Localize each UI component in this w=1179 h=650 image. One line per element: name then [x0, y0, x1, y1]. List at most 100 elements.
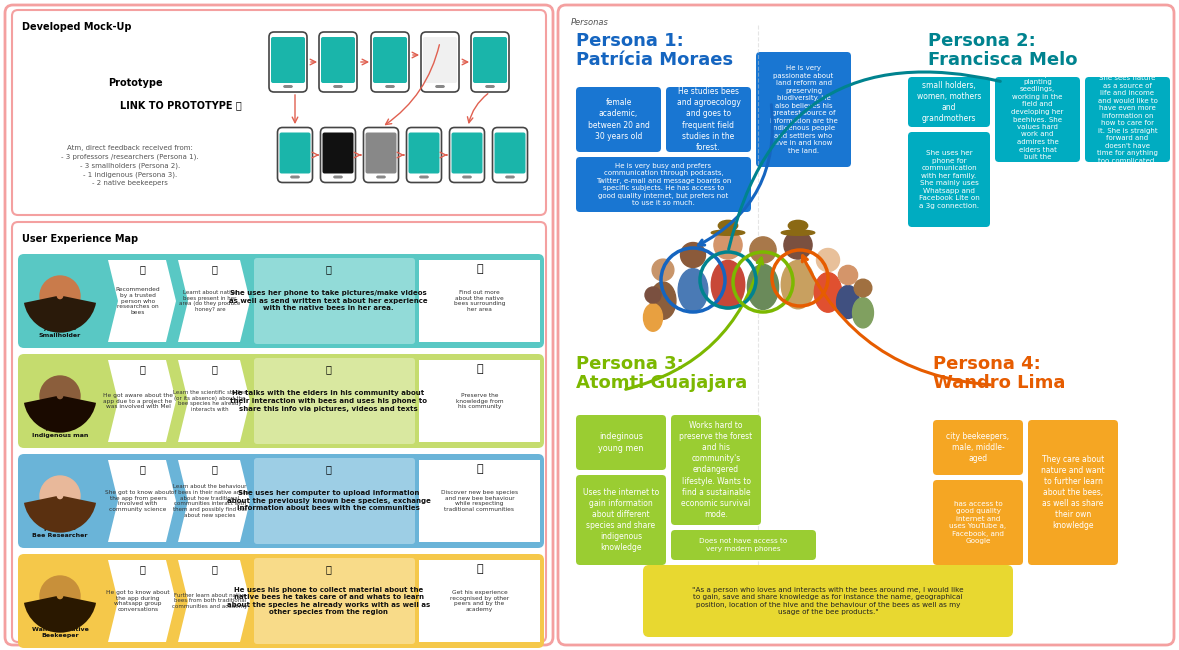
Circle shape: [838, 265, 857, 285]
Text: Persona 3:
Atomti Guajajara: Persona 3: Atomti Guajajara: [577, 355, 747, 393]
Circle shape: [40, 376, 80, 416]
FancyBboxPatch shape: [452, 133, 482, 174]
Text: 🔗: 🔗: [325, 264, 331, 274]
Polygon shape: [108, 560, 176, 642]
Text: 🏅: 🏅: [476, 264, 483, 274]
FancyBboxPatch shape: [421, 32, 459, 92]
Text: city beekeepers,
male, middle-
aged: city beekeepers, male, middle- aged: [947, 432, 1009, 463]
FancyBboxPatch shape: [18, 254, 544, 348]
FancyBboxPatch shape: [671, 415, 760, 525]
Ellipse shape: [650, 282, 676, 319]
FancyBboxPatch shape: [18, 454, 544, 548]
FancyBboxPatch shape: [666, 87, 751, 152]
FancyBboxPatch shape: [449, 127, 485, 183]
Text: She uses her
phone for
communication
with her family.
She mainly uses
Whatsapp a: She uses her phone for communication wit…: [918, 150, 980, 209]
Ellipse shape: [718, 220, 738, 231]
Polygon shape: [419, 460, 540, 542]
Polygon shape: [419, 360, 540, 442]
Circle shape: [855, 280, 871, 297]
FancyBboxPatch shape: [363, 127, 399, 183]
Text: He got to know about
the app during
whatsapp group
conversations: He got to know about the app during what…: [106, 590, 170, 612]
Text: 🏅: 🏅: [476, 364, 483, 374]
FancyBboxPatch shape: [253, 458, 415, 544]
FancyBboxPatch shape: [933, 420, 1023, 475]
Circle shape: [714, 231, 742, 259]
Polygon shape: [252, 258, 417, 344]
Text: female
academic,
between 20 and
30 years old: female academic, between 20 and 30 years…: [587, 98, 650, 140]
Text: Discover new bee species
and new bee behaviour
while respecting
traditional comm: Discover new bee species and new bee beh…: [441, 490, 518, 512]
Text: He studies bees
and agroecology
and goes to
frequent field
studies in the
forest: He studies bees and agroecology and goes…: [677, 87, 740, 151]
Ellipse shape: [837, 285, 859, 318]
Text: Developed Mock-Up: Developed Mock-Up: [22, 22, 132, 32]
Text: 🔗: 🔗: [325, 364, 331, 374]
Text: They care about
nature and want
to further learn
about the bees,
as well as shar: They care about nature and want to furth…: [1041, 455, 1105, 530]
FancyBboxPatch shape: [365, 133, 396, 174]
Circle shape: [40, 476, 80, 516]
Polygon shape: [178, 460, 250, 542]
Circle shape: [652, 259, 674, 281]
FancyBboxPatch shape: [373, 37, 407, 83]
Text: Personas: Personas: [571, 18, 608, 27]
Text: Learn about the behaviour
of bees in their native areas
about how traditional
co: Learn about the behaviour of bees in the…: [171, 484, 249, 518]
FancyBboxPatch shape: [494, 133, 526, 174]
Circle shape: [40, 576, 80, 616]
Text: 📖: 📖: [211, 464, 217, 474]
FancyBboxPatch shape: [271, 37, 305, 83]
Text: Works hard to
preserve the forest
and his
community's
endangered
lifestyle. Want: Works hard to preserve the forest and hi…: [679, 421, 752, 519]
Ellipse shape: [789, 220, 808, 231]
FancyBboxPatch shape: [18, 554, 544, 648]
Text: Patricia -
Bee Researcher: Patricia - Bee Researcher: [32, 527, 87, 538]
Text: 🔗: 🔗: [325, 464, 331, 474]
FancyBboxPatch shape: [643, 565, 1013, 637]
Text: She got to know about
the app from peers
involved with
community science: She got to know about the app from peers…: [105, 490, 171, 512]
FancyBboxPatch shape: [577, 157, 751, 212]
FancyBboxPatch shape: [253, 558, 415, 644]
Ellipse shape: [815, 272, 842, 312]
Text: Persona 2:
Francisca Melo: Persona 2: Francisca Melo: [928, 32, 1078, 70]
FancyBboxPatch shape: [253, 258, 415, 344]
FancyBboxPatch shape: [386, 85, 395, 88]
Text: He is very busy and prefers
communication through podcasts,
Twitter, e-mail and : He is very busy and prefers communicatio…: [595, 162, 731, 206]
FancyBboxPatch shape: [376, 176, 386, 179]
Ellipse shape: [678, 268, 707, 311]
Text: 📖: 📖: [211, 364, 217, 374]
Ellipse shape: [644, 304, 663, 332]
Text: 🔭: 🔭: [139, 364, 145, 374]
Ellipse shape: [711, 261, 745, 309]
FancyBboxPatch shape: [435, 85, 444, 88]
FancyBboxPatch shape: [1085, 77, 1170, 162]
Text: Wandro - Native
Beekeeper: Wandro - Native Beekeeper: [32, 627, 88, 638]
Text: 🔭: 🔭: [139, 564, 145, 574]
Text: 📖: 📖: [211, 264, 217, 274]
FancyBboxPatch shape: [269, 32, 307, 92]
FancyBboxPatch shape: [493, 127, 527, 183]
Text: Uses the internet to
gain information
about different
species and share
indigeno: Uses the internet to gain information ab…: [582, 488, 659, 552]
Circle shape: [680, 242, 705, 268]
FancyBboxPatch shape: [671, 530, 816, 560]
FancyBboxPatch shape: [321, 37, 355, 83]
Text: Further learn about native
bees from both traditional
communities and academy: Further learn about native bees from bot…: [172, 593, 248, 609]
FancyBboxPatch shape: [12, 10, 546, 215]
FancyBboxPatch shape: [995, 77, 1080, 162]
Circle shape: [750, 237, 776, 263]
FancyBboxPatch shape: [332, 85, 343, 88]
Ellipse shape: [46, 305, 74, 331]
FancyBboxPatch shape: [470, 32, 509, 92]
Circle shape: [645, 287, 661, 303]
FancyBboxPatch shape: [419, 176, 429, 179]
FancyBboxPatch shape: [323, 133, 354, 174]
Polygon shape: [252, 358, 417, 444]
Text: She sees nature
as a source of
life and income
and would like to
have even more
: She sees nature as a source of life and …: [1098, 75, 1158, 164]
FancyBboxPatch shape: [505, 176, 515, 179]
Text: Get his experience
recognised by other
peers and by the
academy: Get his experience recognised by other p…: [450, 590, 509, 612]
Polygon shape: [178, 360, 250, 442]
Ellipse shape: [711, 230, 745, 235]
Text: He talks with the elders in his community about
their interaction with bees and : He talks with the elders in his communit…: [230, 391, 427, 411]
Text: She uses her computer to upload information
about the previously known bee speci: She uses her computer to upload informat…: [226, 491, 430, 512]
FancyBboxPatch shape: [558, 5, 1174, 645]
Text: Preserve the
knowledge from
his community: Preserve the knowledge from his communit…: [456, 393, 503, 410]
FancyBboxPatch shape: [577, 415, 666, 470]
Ellipse shape: [852, 298, 874, 328]
FancyBboxPatch shape: [577, 475, 666, 565]
FancyBboxPatch shape: [5, 5, 553, 645]
